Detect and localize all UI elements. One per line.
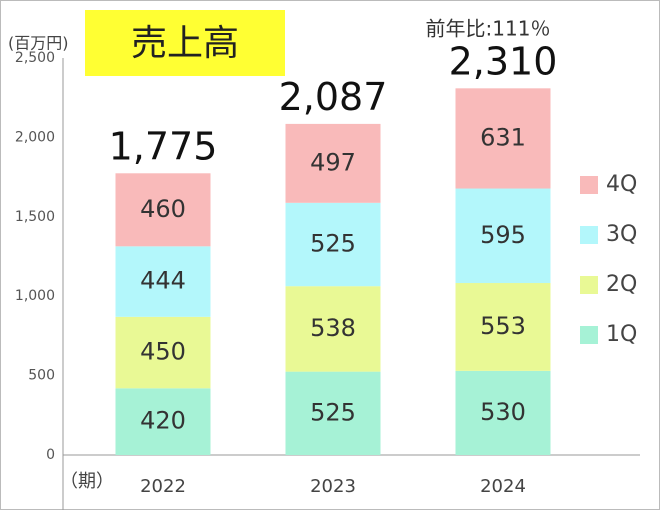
data-label: 538 bbox=[310, 314, 356, 342]
chart-title: 売上高 bbox=[131, 23, 239, 64]
data-label: 444 bbox=[140, 267, 186, 295]
title-box bbox=[85, 10, 285, 76]
data-label: 497 bbox=[310, 148, 356, 176]
bar-segment bbox=[115, 173, 211, 247]
bar-segment bbox=[115, 246, 211, 317]
data-label: 631 bbox=[480, 123, 526, 151]
legend-label: 1Q bbox=[606, 322, 637, 347]
bar-segment bbox=[115, 388, 211, 455]
legend-label: 2Q bbox=[606, 272, 637, 297]
x-tick-label: 2024 bbox=[480, 476, 526, 497]
data-label: 450 bbox=[140, 338, 186, 366]
bar-segment bbox=[455, 88, 551, 189]
bar-segment bbox=[455, 188, 551, 284]
y-tick-label: 0 bbox=[46, 447, 55, 463]
data-label: 553 bbox=[480, 312, 526, 340]
data-label: 525 bbox=[310, 230, 356, 258]
bar-segment bbox=[285, 123, 381, 203]
data-label: 595 bbox=[480, 221, 526, 249]
legend-swatch bbox=[580, 276, 598, 294]
total-label: 2,310 bbox=[449, 40, 558, 84]
annotation: 前年比:111％ bbox=[426, 17, 551, 41]
total-label: 1,775 bbox=[109, 125, 218, 169]
legend-label: 3Q bbox=[606, 222, 637, 247]
legend-label: 4Q bbox=[606, 172, 637, 197]
data-label: 420 bbox=[140, 407, 186, 435]
bar-segment bbox=[115, 316, 211, 389]
data-label: 530 bbox=[480, 398, 526, 426]
bar-segment bbox=[455, 283, 551, 371]
total-label: 2,087 bbox=[279, 75, 388, 119]
data-label: 525 bbox=[310, 398, 356, 426]
legend-swatch bbox=[580, 176, 598, 194]
y-tick-label: 2,500 bbox=[15, 50, 55, 66]
bar-segment bbox=[285, 371, 381, 455]
y-tick-label: 2,000 bbox=[15, 129, 55, 145]
x-tick-label: 2022 bbox=[140, 476, 186, 497]
legend-swatch bbox=[580, 226, 598, 244]
y-tick-label: 1,500 bbox=[15, 209, 55, 225]
bar-segment bbox=[285, 202, 381, 287]
x-tick-label: 2023 bbox=[310, 476, 356, 497]
y-tick-label: 500 bbox=[28, 368, 55, 384]
x-axis-label: （期） bbox=[60, 471, 114, 492]
data-label: 460 bbox=[140, 195, 186, 223]
bar-segment bbox=[455, 370, 551, 455]
y-tick-label: 1,000 bbox=[15, 288, 55, 304]
bar-segment bbox=[285, 286, 381, 372]
legend-swatch bbox=[580, 326, 598, 344]
y-axis-label: (百万円) bbox=[8, 34, 69, 53]
